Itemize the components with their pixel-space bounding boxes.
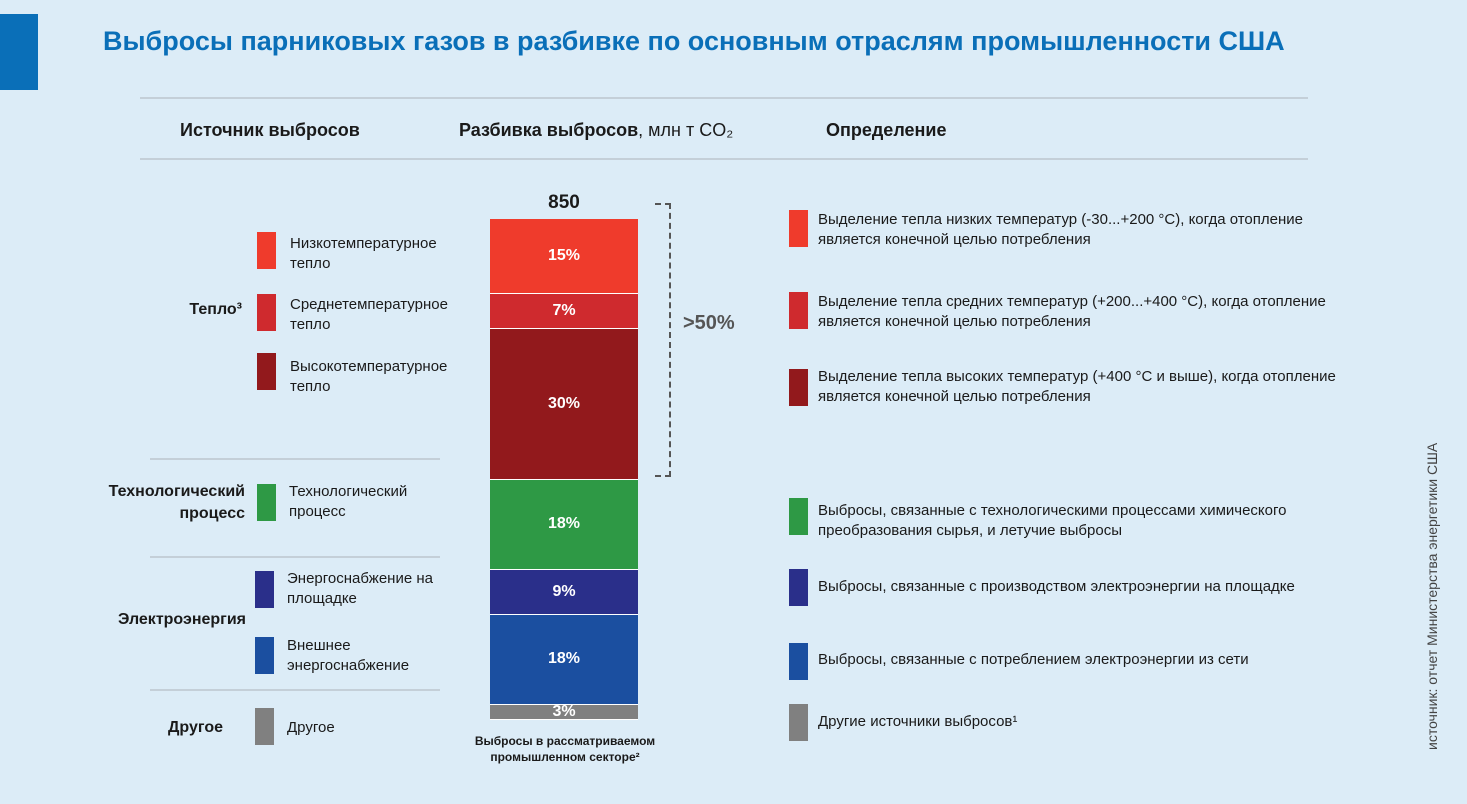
definition-process: Выбросы, связанные с технологическими пр…	[818, 501, 1287, 541]
swatch-other	[255, 708, 274, 745]
def-swatch-low-heat	[789, 210, 808, 247]
category-other: Другое	[168, 719, 223, 736]
bar-caption-line2: промышленном секторе²	[490, 750, 640, 764]
definition-other: Другие источники выбросов¹	[818, 713, 1018, 730]
header-definition: Определение	[826, 120, 947, 140]
separator-process	[150, 556, 440, 558]
definition-mid-heat-line2: является конечной целью потребления	[818, 313, 1091, 330]
header-top-divider	[140, 97, 1308, 99]
bar-segment: 18%	[490, 614, 638, 705]
definition-mid-heat: Выделение тепла средних температур (+200…	[818, 292, 1326, 332]
bar-segment: 18%	[490, 479, 638, 570]
source-process-line2: процесс	[289, 503, 346, 520]
bar-segment-label: 15%	[547, 247, 581, 265]
source-external-line2: энергоснабжение	[287, 657, 410, 674]
bar-caption-line1: Выбросы в рассматриваемом	[474, 734, 656, 748]
swatch-onsite-power	[255, 571, 274, 608]
source-process: Технологический процесс	[289, 482, 407, 522]
header-source: Источник выбросов	[180, 120, 360, 140]
source-mid-heat: Среднетемпературное тепло	[290, 295, 448, 335]
definition-process-line2: преобразования сырья, и летучие выбросы	[818, 522, 1122, 539]
header-breakdown: Разбивка выбросов, млн т CO₂	[459, 120, 733, 141]
category-process-line1: Технологический	[108, 483, 245, 500]
header-bottom-divider	[140, 158, 1308, 160]
source-low-heat: Низкотемпературное тепло	[290, 234, 437, 274]
bar-caption: Выбросы в рассматриваемом промышленном с…	[455, 733, 675, 765]
def-swatch-high-heat	[789, 369, 808, 406]
separator-heat	[150, 458, 440, 460]
definition-process-line1: Выбросы, связанные с технологическими пр…	[818, 502, 1287, 519]
source-low-heat-line2: тепло	[290, 255, 331, 272]
source-external-power: Внешнее энергоснабжение	[287, 636, 409, 676]
header-breakdown-unit: , млн т CO₂	[638, 120, 734, 140]
source-high-heat: Высокотемпературное тепло	[290, 357, 447, 397]
category-process: Технологический процесс	[109, 481, 245, 525]
definition-high-heat-line2: является конечной целью потребления	[818, 388, 1091, 405]
bar-segment-label: 30%	[547, 394, 581, 412]
source-mid-heat-line1: Среднетемпературное	[290, 296, 448, 313]
source-low-heat-line1: Низкотемпературное	[290, 235, 437, 252]
source-high-heat-line1: Высокотемпературное	[290, 358, 448, 375]
source-process-line1: Технологический	[289, 483, 408, 500]
source-external-line1: Внешнее	[287, 637, 351, 654]
accent-bar	[0, 14, 38, 90]
def-swatch-mid-heat	[789, 292, 808, 329]
header-breakdown-label: Разбивка выбросов	[459, 120, 639, 140]
bar-segment: 3%	[490, 702, 638, 720]
definition-mid-heat-line1: Выделение тепла средних температур (+200…	[818, 293, 1326, 310]
bar-segment-label: 18%	[547, 515, 581, 533]
heat-share-bracket	[655, 203, 671, 477]
source-other: Другое	[287, 719, 335, 736]
bar-segment-label: 3%	[552, 702, 576, 720]
definition-low-heat-line2: является конечной целью потребления	[818, 231, 1091, 248]
definition-low-heat: Выделение тепла низких температур (-30..…	[818, 210, 1303, 250]
bar-segment-label: 9%	[552, 582, 576, 600]
source-note: источник: отчет Министерства энергетики …	[1424, 442, 1440, 750]
def-swatch-external-power	[789, 643, 808, 680]
bar-segment-label: 7%	[552, 302, 576, 320]
bar-total-label: 850	[548, 192, 580, 213]
def-swatch-onsite-power	[789, 569, 808, 606]
bar-segment: 9%	[490, 569, 638, 615]
def-swatch-process	[789, 498, 808, 535]
category-heat: Тепло³	[189, 301, 242, 318]
swatch-external-power	[255, 637, 274, 674]
bar-segment: 30%	[490, 329, 638, 480]
bar-segment: 7%	[490, 294, 638, 330]
def-swatch-other	[789, 704, 808, 741]
source-onsite-line2: площадке	[287, 590, 357, 607]
bar-segment-label: 18%	[547, 650, 581, 668]
source-onsite-power: Энергоснабжение на площадке	[287, 569, 433, 609]
source-onsite-line1: Энергоснабжение на	[287, 570, 433, 587]
swatch-high-heat	[257, 353, 276, 390]
separator-electricity	[150, 689, 440, 691]
category-process-line2: процесс	[179, 505, 245, 522]
definition-high-heat: Выделение тепла высоких температур (+400…	[818, 367, 1336, 407]
swatch-mid-heat	[257, 294, 276, 331]
source-high-heat-line2: тепло	[290, 378, 331, 395]
page-title: Выбросы парниковых газов в разбивке по о…	[103, 26, 1285, 56]
definition-low-heat-line1: Выделение тепла низких температур (-30..…	[818, 211, 1303, 228]
source-mid-heat-line2: тепло	[290, 316, 331, 333]
swatch-process	[257, 484, 276, 521]
swatch-low-heat	[257, 232, 276, 269]
bar-segment: 15%	[490, 219, 638, 295]
definition-onsite-power: Выбросы, связанные с производством элект…	[818, 578, 1295, 595]
definition-high-heat-line1: Выделение тепла высоких температур (+400…	[818, 368, 1336, 385]
category-electricity: Электроэнергия	[117, 611, 246, 628]
definition-external-power: Выбросы, связанные с потреблением электр…	[818, 651, 1249, 668]
heat-share-label: >50%	[683, 312, 735, 334]
